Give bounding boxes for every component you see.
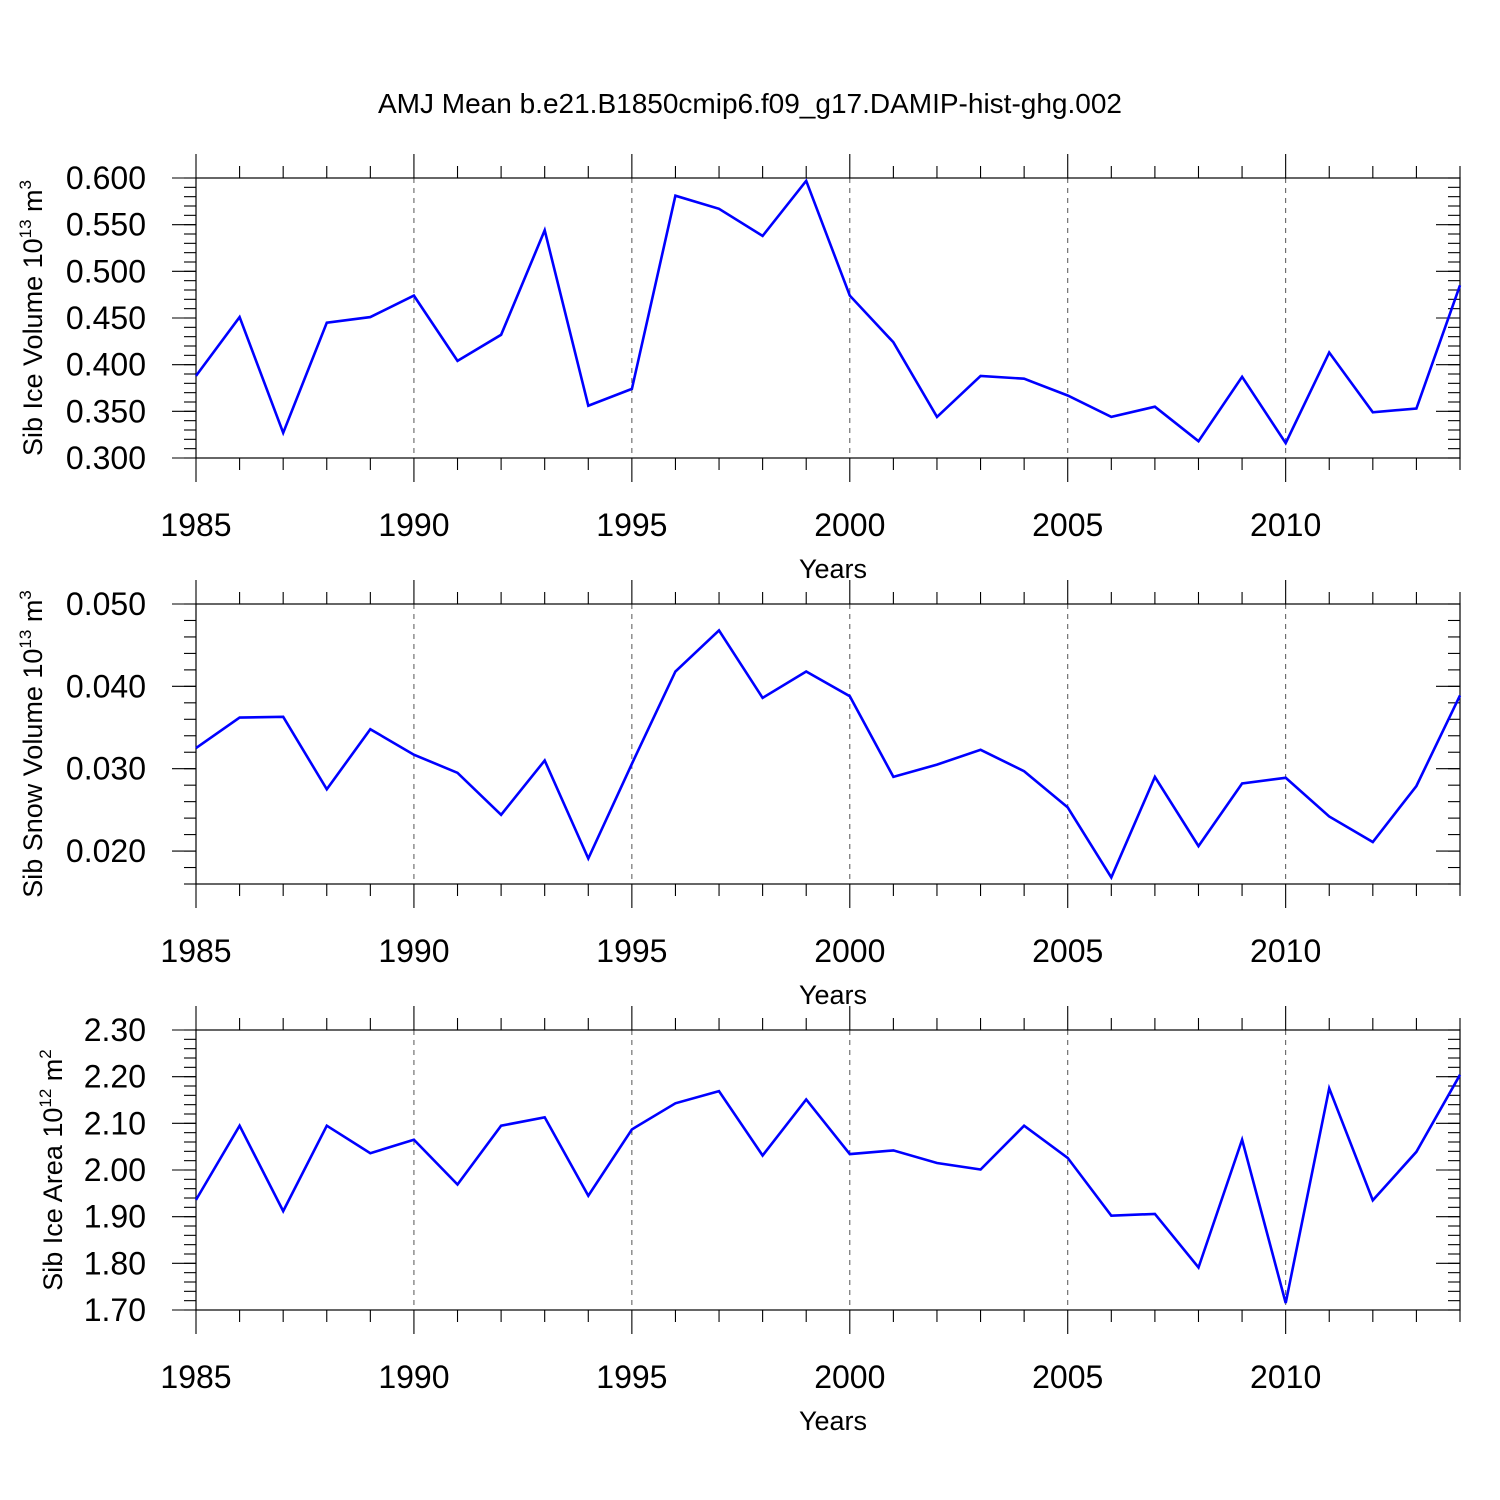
y-tick-label: 0.050: [66, 586, 146, 622]
x-tick-label: 2000: [814, 933, 885, 969]
y-tick-label: 0.350: [66, 393, 146, 429]
x-tick-label: 1985: [160, 507, 231, 543]
x-tick-label: 2010: [1250, 1359, 1321, 1395]
panel-sib-ice-area: 1985 1990 1995 2000 2005 2010 Years 1.70 1.80 1.9…: [36, 1006, 1462, 1436]
y-tick-label: 0.550: [66, 207, 146, 243]
panel-sib-ice-volume: 1985 1990 1995 2000 2005 2010 Years 0.300 0.350 0…: [16, 154, 1462, 584]
y-tick-label: 0.450: [66, 300, 146, 336]
y-tick-label: 1.90: [84, 1199, 146, 1235]
y-tick-label: 0.300: [66, 440, 146, 476]
series-line: [194, 178, 1462, 446]
plot-frame: [195, 603, 1461, 885]
y-tick-label: 0.600: [66, 160, 146, 196]
x-tick-label: 2005: [1032, 507, 1103, 543]
x-tick-label: 2005: [1032, 933, 1103, 969]
plot-frame: [195, 1029, 1461, 1311]
x-tick-label: 1985: [160, 1359, 231, 1395]
x-axis-label: Years: [799, 554, 867, 584]
y-tick-label: 2.20: [84, 1059, 146, 1095]
y-tick-label: 0.030: [66, 751, 146, 787]
x-tick-label: 2010: [1250, 933, 1321, 969]
x-tick-label: 2005: [1032, 1359, 1103, 1395]
y-tick-label: 2.30: [84, 1012, 146, 1048]
y-tick-label: 0.040: [66, 668, 146, 704]
y-tick-label: 0.500: [66, 253, 146, 289]
x-tick-label: 2010: [1250, 507, 1321, 543]
series-line: [194, 1074, 1462, 1304]
series-line: [195, 628, 1462, 881]
x-tick-label: 1990: [378, 1359, 449, 1395]
x-tick-label: 1985: [160, 933, 231, 969]
y-axis-label: Sib Ice Volume 1013 m3: [16, 180, 48, 456]
x-tick-label: 1990: [378, 933, 449, 969]
x-tick-label: 1990: [378, 507, 449, 543]
y-tick-label: 1.80: [84, 1245, 146, 1281]
x-tick-label: 2000: [814, 1359, 885, 1395]
x-axis-label: Years: [799, 1406, 867, 1436]
chart-title: AMJ Mean b.e21.B1850cmip6.f09_g17.DAMIP-…: [378, 88, 1122, 119]
y-axis-label: Sib Snow Volume 1013 m3: [16, 590, 48, 898]
panel-sib-snow-volume: 1985 1990 1995 2000 2005 2010 Years 0.020 0.030 0…: [16, 580, 1462, 1010]
x-tick-label: 2000: [814, 507, 885, 543]
x-axis-label: Years: [799, 980, 867, 1010]
y-tick-label: 0.400: [66, 347, 146, 383]
y-tick-label: 0.020: [66, 833, 146, 869]
y-tick-label: 2.00: [84, 1152, 146, 1188]
y-tick-label: 2.10: [84, 1105, 146, 1141]
plot-frame: [195, 177, 1461, 459]
x-tick-label: 1995: [596, 507, 667, 543]
x-tick-label: 1995: [596, 1359, 667, 1395]
y-axis-label: Sib Ice Area 1012 m2: [36, 1049, 68, 1291]
x-tick-label: 1995: [596, 933, 667, 969]
y-tick-label: 1.70: [84, 1292, 146, 1328]
